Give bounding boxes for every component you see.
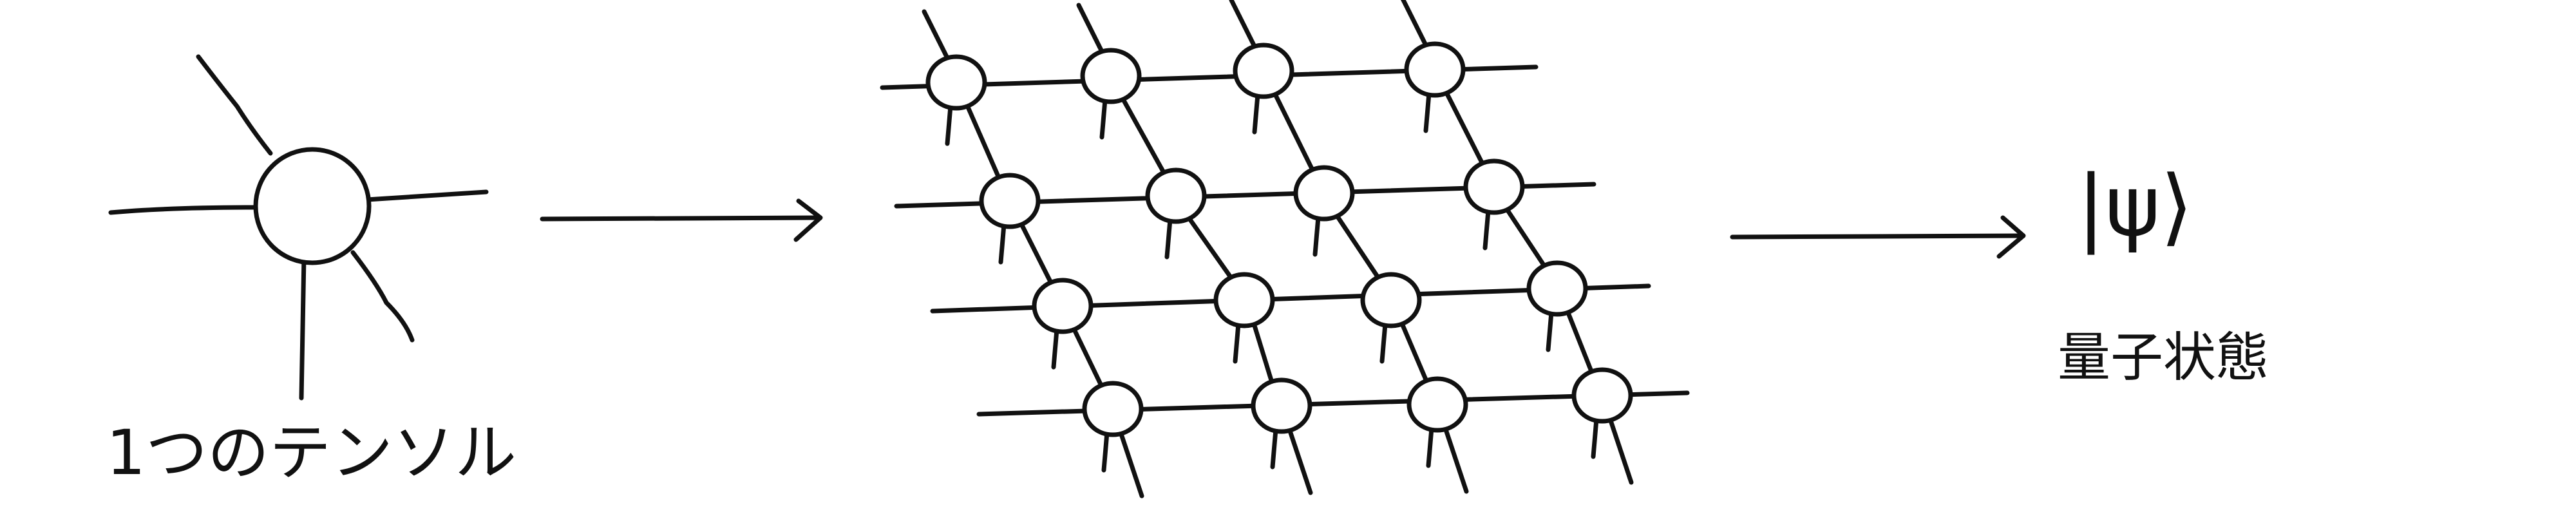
- network-col-bond-1-0: [1014, 211, 1059, 296]
- network-top-leg-0: [922, 9, 952, 66]
- single-tensor-leg-left: [108, 205, 260, 215]
- network-node-0-0: [925, 54, 987, 111]
- single-tensor-leg-right: [365, 189, 489, 202]
- arrow-2-shaft: [1730, 233, 2025, 240]
- network-node-1-3: [1463, 158, 1525, 215]
- network-col-bond-2-3: [1561, 299, 1598, 385]
- single-tensor-leg-upper-left: [196, 54, 273, 156]
- network-node-2-1: [1213, 272, 1275, 328]
- network-col-bond-0-0: [960, 93, 1006, 191]
- arrow-1-head: [793, 198, 823, 242]
- network-node-0-3: [1404, 41, 1466, 98]
- network-node-1-2: [1293, 165, 1355, 222]
- network-bottom-leg-2: [1441, 421, 1469, 494]
- single-tensor: [108, 54, 489, 401]
- network-node-2-3: [1526, 260, 1588, 317]
- network-node-0-1: [1080, 48, 1142, 104]
- arrow-to-network: [540, 198, 823, 242]
- network-node-2-2: [1360, 272, 1422, 328]
- network-col-bond-1-3: [1498, 197, 1553, 278]
- network-col-bond-1-1: [1180, 206, 1240, 290]
- single-tensor-leg-lower-right: [350, 250, 415, 343]
- network-node-0-2: [1233, 43, 1294, 99]
- network-col-bond-0-1: [1115, 86, 1172, 185]
- network-node-1-0: [979, 173, 1041, 229]
- arrow-2-head: [1996, 215, 2026, 259]
- ket-psi-label: |ψ⟩: [2077, 157, 2193, 255]
- network-top-leg-3: [1401, 0, 1431, 53]
- network-bottom-leg-3: [1606, 412, 1634, 485]
- network-node-3-1: [1251, 377, 1312, 434]
- network-col-bond-0-3: [1439, 80, 1490, 176]
- network-node-3-0: [1082, 381, 1144, 437]
- network-node-3-3: [1571, 367, 1633, 424]
- network-bottom-leg-1: [1285, 423, 1313, 495]
- network-node-1-1: [1145, 167, 1207, 224]
- network-node-3-2: [1406, 376, 1468, 433]
- quantum-state-label: 量子状態: [2058, 327, 2269, 388]
- network-col-bond-0-2: [1267, 81, 1320, 183]
- network-top-leg-1: [1076, 3, 1107, 59]
- single-tensor-node: [253, 147, 372, 265]
- single-tensor-leg-bottom: [299, 255, 307, 401]
- network-col-bond-2-2: [1395, 310, 1434, 394]
- arrow-to-state: [1730, 215, 2026, 259]
- network-top-leg-2: [1229, 0, 1260, 54]
- tensor-network: [880, 0, 1690, 499]
- network-col-bond-2-0: [1066, 316, 1109, 399]
- network-bottom-leg-0: [1117, 426, 1144, 499]
- network-col-bond-1-2: [1328, 204, 1387, 290]
- arrow-1-shaft: [540, 215, 822, 222]
- network-node-2-0: [1032, 278, 1094, 334]
- single-tensor-label: 1つのテンソル: [106, 417, 517, 489]
